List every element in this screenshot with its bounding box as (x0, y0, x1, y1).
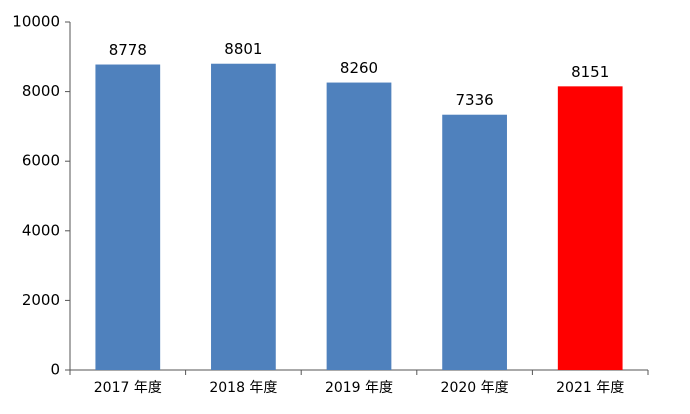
y-tick-label: 0 (50, 361, 60, 379)
bar (211, 63, 276, 371)
data-label: 7336 (456, 91, 494, 109)
bar (557, 86, 623, 370)
x-tick-label: 2021 年度 (556, 380, 624, 396)
y-tick-label: 2000 (22, 291, 60, 309)
bar (326, 82, 392, 370)
y-tick-label: 10000 (12, 13, 60, 31)
x-tick-label: 2019 年度 (325, 380, 393, 396)
data-label: 8778 (109, 41, 147, 59)
bar (442, 114, 507, 370)
data-label: 8260 (340, 59, 378, 77)
y-tick-label: 8000 (22, 82, 60, 100)
y-tick-label: 6000 (22, 152, 60, 170)
x-tick-label: 2018 年度 (209, 380, 277, 396)
data-label: 8151 (571, 63, 609, 81)
x-tick-label: 2017 年度 (94, 380, 162, 396)
y-tick-label: 4000 (22, 221, 60, 239)
bar (95, 64, 161, 370)
data-label: 8801 (224, 40, 262, 58)
x-tick-label: 2020 年度 (441, 380, 509, 396)
